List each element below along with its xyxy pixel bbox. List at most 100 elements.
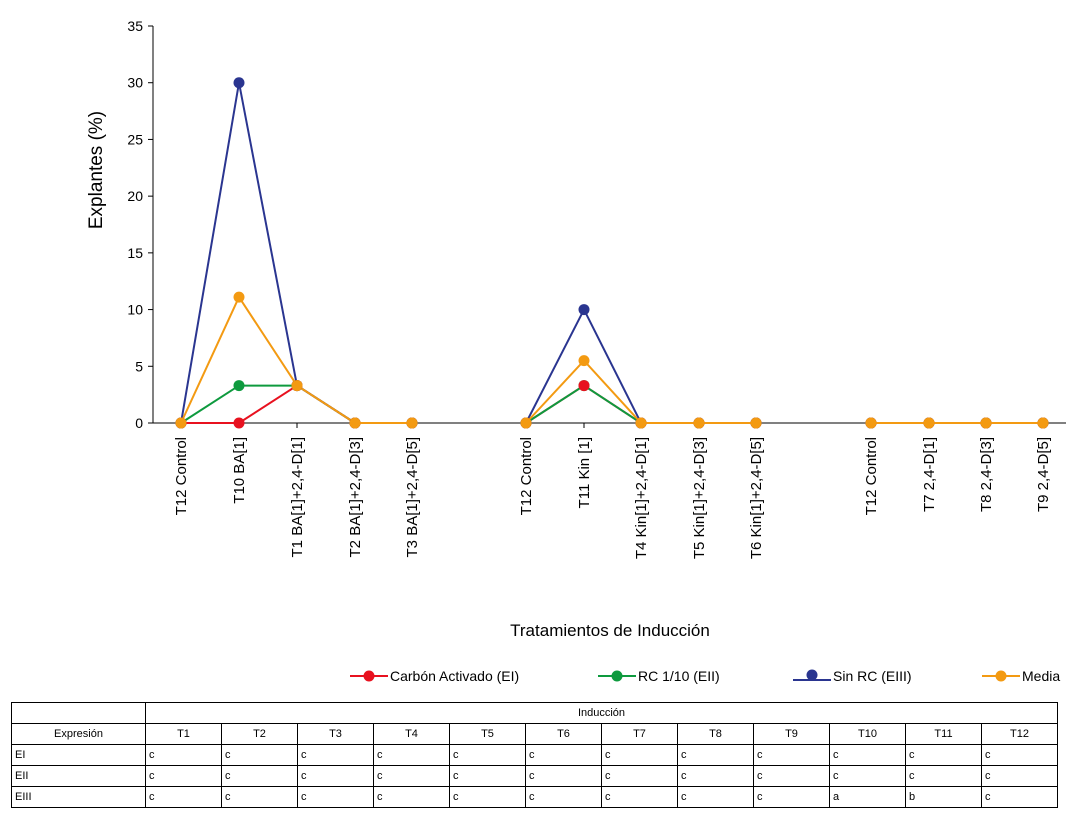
table-row: EII c c c c c c c c c c c c xyxy=(11,765,1058,787)
table-cell: c xyxy=(297,744,374,766)
data-point-2 xyxy=(578,304,590,316)
legend-label: Media xyxy=(1022,668,1061,684)
table-header-cell: T10 xyxy=(829,723,906,745)
y-tick-label: 5 xyxy=(135,358,143,374)
table-cell: c xyxy=(905,744,982,766)
x-tick-label: T3 BA[1]+2,4-D[5] xyxy=(404,437,421,557)
table-cell: c xyxy=(221,786,298,808)
y-tick-label: 0 xyxy=(135,415,143,431)
legend-swatch-blue xyxy=(793,669,831,681)
data-point-0 xyxy=(233,417,245,429)
chart-plot: 0 5 10 15 20 25 30 35 T12 Control T10 BA[1] T1 BA… xyxy=(127,18,1066,559)
table-cell: c xyxy=(525,765,602,787)
table-row-label: EI xyxy=(11,744,146,766)
table-cell: c xyxy=(753,744,830,766)
series-line-3 xyxy=(525,359,756,424)
table-cell: c xyxy=(905,765,982,787)
table-col-header: Expresión xyxy=(11,723,146,745)
data-point-0 xyxy=(578,380,590,392)
table-row-label: EIII xyxy=(11,786,146,808)
legend-item-carbon-activado: Carbón Activado (EI) xyxy=(350,668,519,684)
table-cell: c xyxy=(525,744,602,766)
legend-item-rc-1-10: RC 1/10 (EII) xyxy=(598,668,720,684)
table-cell: c xyxy=(449,744,526,766)
data-point-3 xyxy=(349,417,361,429)
x-tick-label: T8 2,4-D[3] xyxy=(978,437,995,512)
x-tick-label: T12 Control xyxy=(518,437,535,515)
legend-item-sin-rc: Sin RC (EIII) xyxy=(793,668,912,684)
table-header-cell: T9 xyxy=(753,723,830,745)
table-cell: c xyxy=(981,744,1058,766)
data-point-1 xyxy=(233,380,245,392)
x-tick-label: T11 Kin [1] xyxy=(576,437,593,508)
y-tick-label: 10 xyxy=(127,302,143,318)
data-point-3 xyxy=(1037,417,1049,429)
data-point-3 xyxy=(693,417,705,429)
series-line-0 xyxy=(525,384,756,424)
series-line-3 xyxy=(180,295,412,424)
legend-label: Sin RC (EIII) xyxy=(833,668,912,684)
table-row: EIII c c c c c c c c c a b c xyxy=(11,786,1058,808)
data-point-3 xyxy=(635,417,647,429)
data-point-3 xyxy=(406,417,418,429)
table-cell: c xyxy=(373,786,450,808)
table-cell: c xyxy=(145,744,222,766)
table-header-cell: T6 xyxy=(525,723,602,745)
table-cell: c xyxy=(829,765,906,787)
table-group-header: Inducción xyxy=(145,702,1058,724)
series-line-1 xyxy=(180,384,412,424)
y-axis-label: Explantes (%) xyxy=(86,110,107,230)
table-cell: c xyxy=(297,786,374,808)
table-cell: c xyxy=(601,786,678,808)
table-cell: c xyxy=(525,786,602,808)
y-tick-label: 20 xyxy=(127,188,143,204)
x-tick-label: T1 BA[1]+2,4-D[1] xyxy=(289,437,306,557)
series-line-2 xyxy=(180,82,412,424)
table-cell: c xyxy=(449,786,526,808)
x-tick-label: T5 Kin[1]+2,4-D[3] xyxy=(691,437,708,559)
table-cell: a xyxy=(829,786,906,808)
x-tick-label: T2 BA[1]+2,4-D[3] xyxy=(347,437,364,557)
data-point-3 xyxy=(233,291,245,303)
table-cell: c xyxy=(145,765,222,787)
x-tick-label: T12 Control xyxy=(863,437,880,515)
table-header-row: Expresión T1 T2 T3 T4 T5 T6 T7 T8 T9 T10… xyxy=(11,723,1058,745)
table-cell: c xyxy=(753,765,830,787)
table-cell: c xyxy=(373,744,450,766)
table-header-cell: T12 xyxy=(981,723,1058,745)
legend-item-media: Media xyxy=(982,668,1060,684)
series-line-2 xyxy=(525,307,756,424)
legend-label: RC 1/10 (EII) xyxy=(638,668,720,684)
legend-label: Carbón Activado (EI) xyxy=(390,668,520,684)
table-cell: c xyxy=(601,744,678,766)
table-header-group-row: Inducción xyxy=(11,702,1058,724)
data-point-3 xyxy=(578,355,590,367)
legend-swatch-red xyxy=(350,670,388,682)
y-tick-label: 30 xyxy=(127,75,143,91)
table-cell: c xyxy=(677,765,754,787)
table-cell: c xyxy=(677,786,754,808)
table-cell: c xyxy=(297,765,374,787)
series-line-0 xyxy=(181,384,412,424)
table-cell: c xyxy=(981,786,1058,808)
x-tick-label: T12 Control xyxy=(173,437,190,515)
legend-swatch-orange xyxy=(982,670,1020,682)
data-point-2 xyxy=(233,77,245,89)
x-tick-label: T10 BA[1] xyxy=(231,437,248,504)
data-point-3 xyxy=(980,417,992,429)
table-header-cell: T5 xyxy=(449,723,526,745)
table-header-cell: T4 xyxy=(373,723,450,745)
table-cell: c xyxy=(601,765,678,787)
table-cell: c xyxy=(145,786,222,808)
y-tick-label: 35 xyxy=(127,18,143,34)
table-cell: c xyxy=(449,765,526,787)
table-header-cell: T7 xyxy=(601,723,678,745)
x-tick-label: T7 2,4-D[1] xyxy=(921,437,938,512)
data-point-3 xyxy=(520,417,532,429)
table-header-cell: T3 xyxy=(297,723,374,745)
table-corner-cell xyxy=(11,702,146,724)
series-line-1 xyxy=(525,384,756,424)
data-point-3 xyxy=(865,417,877,429)
x-tick-label: T4 Kin[1]+2,4-D[1] xyxy=(633,437,650,559)
x-axis-label: Tratamientos de Inducción xyxy=(510,621,710,640)
